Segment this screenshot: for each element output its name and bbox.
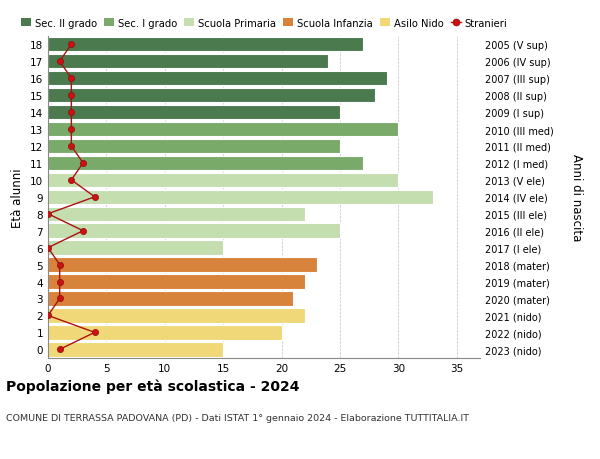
Bar [48, 55, 328, 69]
Point [90, 329, 100, 336]
Point [90, 194, 100, 201]
Bar [48, 325, 281, 340]
Bar [48, 258, 317, 272]
Bar [48, 241, 223, 255]
Legend: Sec. II grado, Sec. I grado, Scuola Primaria, Scuola Infanzia, Asilo Nido, Stran: Sec. II grado, Sec. I grado, Scuola Prim… [20, 18, 508, 28]
Y-axis label: Anni di nascita: Anni di nascita [570, 154, 583, 241]
Point [78, 228, 88, 235]
Point [55, 58, 64, 66]
Point [67, 41, 76, 49]
Bar [48, 173, 398, 188]
Text: Popolazione per età scolastica - 2024: Popolazione per età scolastica - 2024 [6, 379, 299, 393]
Point [67, 109, 76, 117]
Point [43, 312, 53, 319]
Point [67, 143, 76, 150]
Bar [48, 291, 293, 306]
Point [55, 261, 64, 269]
Bar [48, 224, 340, 238]
Point [67, 75, 76, 83]
Text: COMUNE DI TERRASSA PADOVANA (PD) - Dati ISTAT 1° gennaio 2024 - Elaborazione TUT: COMUNE DI TERRASSA PADOVANA (PD) - Dati … [6, 413, 469, 422]
Bar [48, 123, 398, 137]
Point [43, 245, 53, 252]
Bar [48, 38, 363, 52]
Bar [48, 342, 223, 357]
Bar [48, 190, 433, 205]
Point [67, 92, 76, 100]
Point [67, 177, 76, 184]
Point [43, 211, 53, 218]
Bar [48, 106, 340, 120]
Point [55, 295, 64, 302]
Bar [48, 157, 363, 171]
Point [67, 126, 76, 134]
Bar [48, 308, 305, 323]
Bar [48, 72, 386, 86]
Point [55, 278, 64, 285]
Point [55, 346, 64, 353]
Bar [48, 89, 375, 103]
Point [78, 160, 88, 167]
Y-axis label: Età alunni: Età alunni [11, 168, 25, 227]
Bar [48, 140, 340, 154]
Bar [48, 207, 305, 221]
Bar [48, 275, 305, 289]
